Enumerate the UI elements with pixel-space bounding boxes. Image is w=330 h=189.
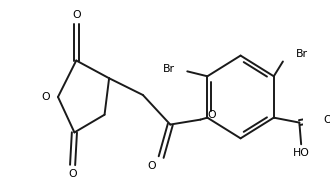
Text: O: O	[68, 169, 77, 179]
Text: Br: Br	[296, 49, 308, 59]
Text: O: O	[208, 110, 216, 120]
Text: O: O	[148, 161, 156, 171]
Text: O: O	[323, 115, 330, 125]
Text: HO: HO	[293, 148, 310, 158]
Text: Br: Br	[162, 64, 175, 74]
Text: O: O	[42, 92, 50, 102]
Text: O: O	[72, 10, 81, 20]
